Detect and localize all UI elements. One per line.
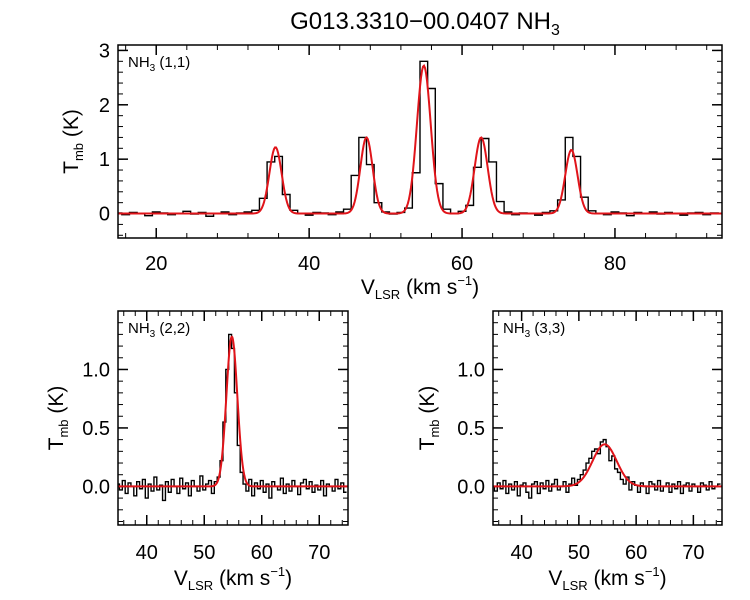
panel-label: NH3 (3,3) <box>503 320 565 340</box>
x-axis-title: VLSR (km s−1) <box>361 273 479 302</box>
y-tick-label: 1.0 <box>82 359 110 381</box>
y-tick-label: 0.5 <box>457 418 485 440</box>
observed-spectrum <box>118 333 347 502</box>
plot-frame <box>117 310 349 526</box>
plot-frame <box>117 44 723 239</box>
y-tick-label: 2 <box>99 95 110 117</box>
x-tick-label: 50 <box>193 542 215 564</box>
panel-nh3-11: 20 40 60 80 0 1 2 3 NH3 (1,1) Tmb (K) VLSR (km s−1… <box>60 40 723 302</box>
x-tick-label: 40 <box>298 253 320 275</box>
x-tick-label: 20 <box>145 253 167 275</box>
panel-nh3-33: 40 50 60 70 0.0 0.5 1.0 NH3 (3,3) Tmb (K) VLSR (k… <box>416 310 723 593</box>
figure-title: G013.3310−00.0407 NH3 <box>290 8 560 39</box>
y-tick-label: 0.0 <box>82 476 110 498</box>
fit-curve <box>118 64 722 215</box>
y-tick-label: 1 <box>99 149 110 171</box>
x-tick-label: 60 <box>625 542 647 564</box>
x-tick-label: 50 <box>568 542 590 564</box>
y-tick-label: 0.0 <box>457 476 485 498</box>
y-axis-title: Tmb (K) <box>45 386 71 451</box>
observed-spectrum <box>493 438 721 499</box>
x-axis-title: VLSR (km s−1) <box>548 564 666 593</box>
y-axis-title: Tmb (K) <box>60 109 86 174</box>
x-tick-label: 60 <box>251 542 273 564</box>
x-tick-label: 70 <box>682 542 704 564</box>
x-axis-title: VLSR (km s−1) <box>174 564 292 593</box>
panel-label: NH3 (1,1) <box>128 54 190 74</box>
y-axis-title: Tmb (K) <box>416 386 442 451</box>
fit-curve <box>493 443 722 488</box>
x-tick-label: 40 <box>511 542 533 564</box>
x-tick-label: 60 <box>451 253 473 275</box>
panel-label: NH3 (2,2) <box>128 320 190 340</box>
y-tick-label: 0.5 <box>82 418 110 440</box>
y-tick-label: 0 <box>99 204 110 226</box>
x-tick-label: 70 <box>308 542 330 564</box>
plot-frame <box>492 310 723 526</box>
panel-nh3-22: 40 50 60 70 0.0 0.5 1.0 NH3 (2,2) Tmb (K) VLSR (k… <box>45 310 349 593</box>
x-tick-label: 40 <box>136 542 158 564</box>
y-tick-label: 3 <box>99 40 110 62</box>
fit-curve <box>118 335 348 488</box>
y-tick-label: 1.0 <box>457 359 485 381</box>
x-tick-label: 80 <box>604 253 626 275</box>
